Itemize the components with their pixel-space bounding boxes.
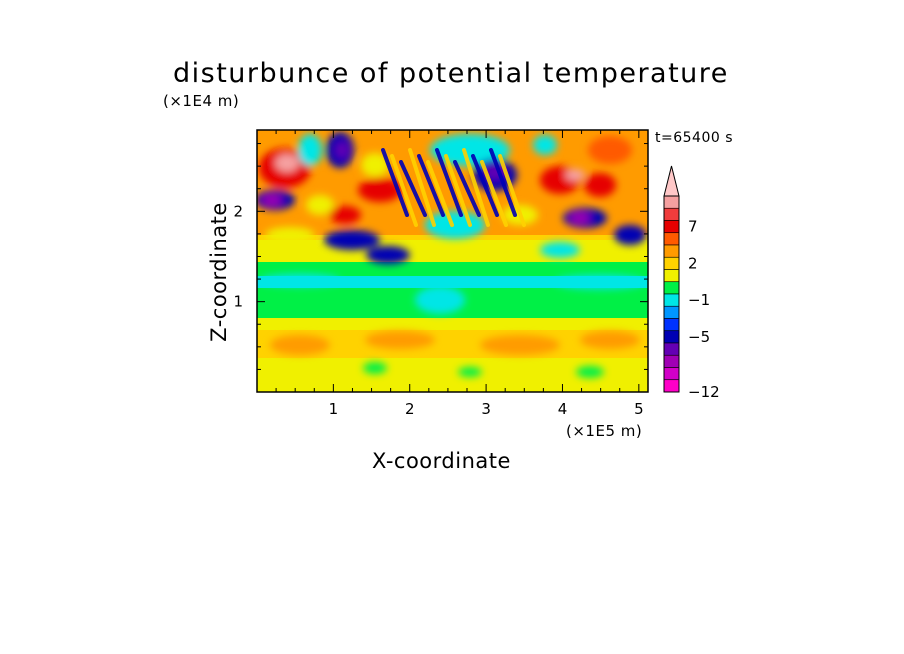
wave-stripe xyxy=(444,154,472,227)
x-tick-label: 3 xyxy=(481,400,491,418)
wave-stripe xyxy=(417,154,445,217)
colorbar-swatch xyxy=(663,256,680,270)
colorbar-swatch xyxy=(663,207,680,221)
blob xyxy=(298,134,322,166)
blob xyxy=(614,225,646,245)
blob xyxy=(584,173,616,197)
blob xyxy=(480,335,560,355)
y-axis-unit: (×1E4 m) xyxy=(163,92,240,110)
blob xyxy=(306,195,334,215)
y-axis: 12 xyxy=(233,143,648,370)
blob xyxy=(363,362,387,374)
wave-stripe xyxy=(462,148,490,227)
chart-title: disturbunce of potential temperature xyxy=(173,58,729,89)
blob xyxy=(336,142,348,158)
colorbar-label: −12 xyxy=(688,383,720,401)
x-tick-label: 1 xyxy=(329,400,339,418)
time-annotation: t=65400 s xyxy=(655,130,733,146)
blob xyxy=(260,274,340,286)
wave-stripe xyxy=(489,148,517,217)
blob xyxy=(588,136,632,164)
colorbar-swatch xyxy=(663,244,680,258)
blob xyxy=(270,335,330,355)
x-axis-label: X-coordinate xyxy=(372,449,511,473)
colorbar-swatch xyxy=(663,379,680,393)
colorbar-overflow-triangle xyxy=(663,165,680,197)
colorbar-swatch xyxy=(663,195,680,209)
blob xyxy=(365,331,435,349)
blob xyxy=(580,331,640,349)
colorbar-swatch xyxy=(663,318,680,332)
wave-stripe xyxy=(408,148,436,227)
wave-stripe xyxy=(390,154,418,227)
wave-stripe xyxy=(480,160,508,227)
x-axis-unit: (×1E5 m) xyxy=(566,422,643,440)
colorbar-swatch xyxy=(663,293,680,307)
blob xyxy=(430,134,510,166)
x-tick-label: 2 xyxy=(405,400,415,418)
blob xyxy=(366,246,410,264)
blob xyxy=(265,227,315,243)
colorbar-swatch xyxy=(663,342,680,356)
blob xyxy=(329,206,361,224)
blob xyxy=(533,135,557,155)
blob xyxy=(262,195,282,205)
colorbar-swatch xyxy=(663,330,680,344)
blob xyxy=(540,242,580,258)
colorbar: 7 2 −1 −5 −12 xyxy=(663,165,720,401)
colorbar-swatch xyxy=(663,232,680,246)
colorbar-frame xyxy=(663,195,680,393)
blob xyxy=(415,286,465,314)
blob xyxy=(576,366,604,378)
colorbar-swatch xyxy=(663,220,680,234)
blob xyxy=(458,367,482,377)
wave-stripe xyxy=(471,154,499,217)
blob xyxy=(358,178,402,202)
colorbar-swatch xyxy=(663,305,680,319)
wave-stripe xyxy=(498,154,526,227)
blob xyxy=(565,169,585,181)
plot-frame xyxy=(256,129,649,393)
wave-stripe xyxy=(399,160,427,217)
x-axis: 1 2 3 4 5 xyxy=(275,130,644,418)
colorbar-label: −5 xyxy=(688,328,710,346)
x-tick-label: 5 xyxy=(634,400,644,418)
blob xyxy=(324,230,380,250)
colorbar-swatch xyxy=(663,281,680,295)
field-green-band-a xyxy=(257,262,648,276)
wave-stripe xyxy=(453,160,481,217)
wave-stripe xyxy=(426,160,454,227)
wave-stripe xyxy=(381,148,409,217)
blob xyxy=(570,213,590,223)
colorbar-swatch xyxy=(663,269,680,283)
field-yellow-band-mid xyxy=(257,318,648,330)
blob xyxy=(555,275,645,289)
colorbar-label: 2 xyxy=(688,254,698,272)
wave-train xyxy=(381,148,526,227)
field-cyan-band xyxy=(257,276,648,290)
blob xyxy=(425,211,485,239)
colorbar-swatch xyxy=(663,354,680,368)
colorbar-label: −1 xyxy=(688,291,710,309)
contour-field xyxy=(257,130,648,392)
wave-stripe xyxy=(435,148,463,217)
colorbar-swatch xyxy=(663,367,680,381)
y-tick-label: 2 xyxy=(233,202,243,220)
blob xyxy=(275,154,299,172)
y-tick-label: 1 xyxy=(233,293,243,311)
x-tick-label: 4 xyxy=(558,400,568,418)
field-patterns xyxy=(257,132,646,378)
colorbar-label: 7 xyxy=(688,218,698,236)
blob xyxy=(361,153,389,177)
